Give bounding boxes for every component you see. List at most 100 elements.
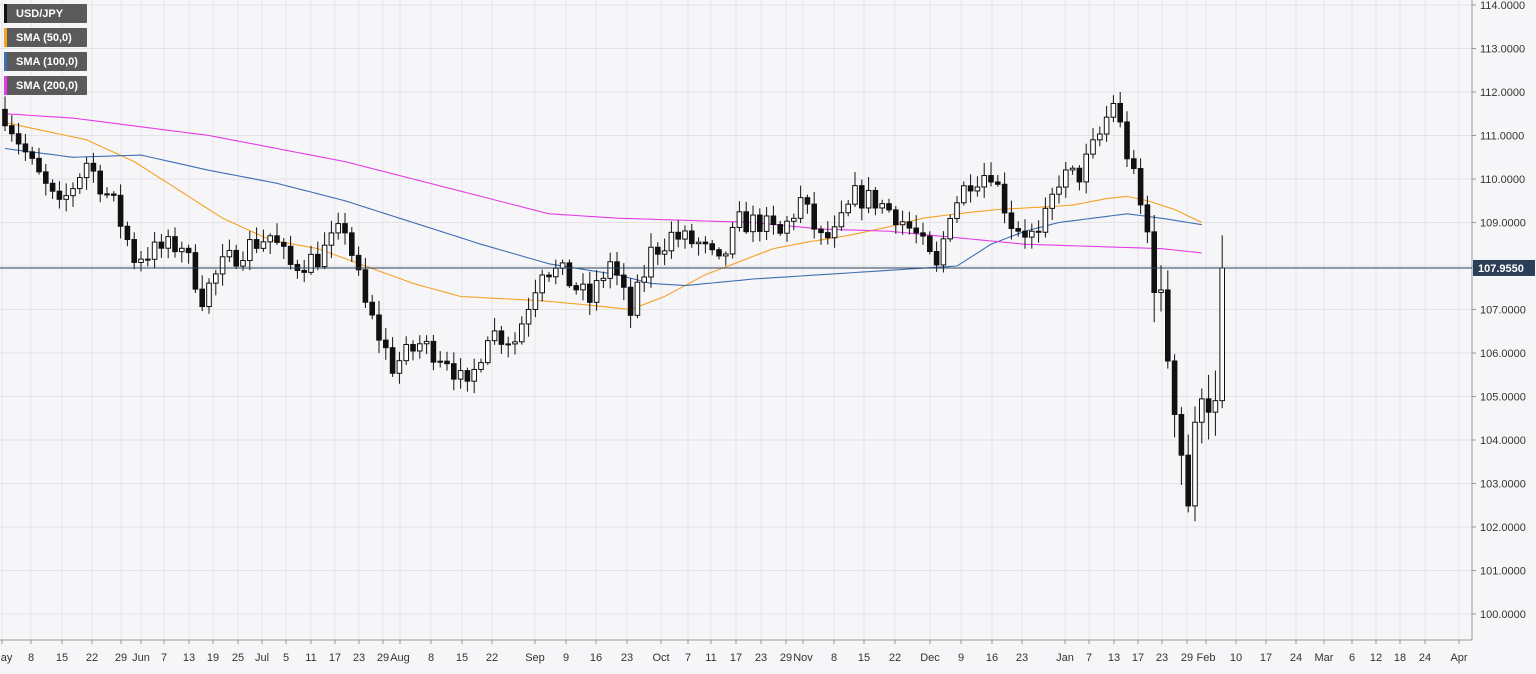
candle-up [641, 276, 648, 283]
candle-up [471, 368, 477, 382]
candle-up [600, 277, 607, 282]
candle-down [383, 339, 389, 349]
candle-up [219, 256, 226, 275]
candle-up [695, 241, 702, 245]
x-tick-label: 17 [329, 652, 341, 664]
x-tick-label: 29 [115, 652, 127, 664]
candle-down [906, 221, 913, 229]
x-tick-label: 10 [1230, 652, 1242, 664]
x-tick-label: 11 [705, 652, 716, 664]
candle-up [852, 185, 858, 205]
candle-down [573, 285, 580, 291]
candle-down [389, 347, 396, 374]
candle-up [682, 230, 688, 240]
candle-up [750, 214, 756, 233]
x-tick-label: 25 [232, 652, 244, 664]
legend-swatch-sma-100 [4, 52, 7, 71]
legend-item-usdjpy[interactable]: USD/JPY [4, 4, 87, 23]
candle-up [1103, 116, 1110, 135]
x-tick-label: 9 [563, 652, 569, 664]
y-tick-label: 103.0000 [1480, 479, 1526, 491]
candle-up [70, 188, 76, 197]
x-tick-label: Mar [1315, 652, 1334, 664]
candle-down [655, 246, 661, 255]
candle-up [729, 226, 736, 255]
candle-up [485, 340, 491, 364]
candle-up [83, 162, 90, 179]
x-tick-label: 22 [486, 652, 498, 664]
candle-down [1008, 212, 1015, 230]
legend-label-usdjpy: USD/JPY [16, 7, 64, 20]
candle-up [179, 247, 185, 253]
candle-down [1076, 167, 1083, 183]
candle-down [362, 269, 369, 303]
candle-up [648, 246, 654, 278]
candle-down [702, 241, 709, 245]
candle-down [804, 197, 811, 205]
candle-down [1001, 183, 1008, 214]
candle-down [233, 249, 239, 267]
legend-swatch-sma-50 [4, 28, 7, 47]
x-tick-label: Nov [793, 652, 813, 664]
candle-down [97, 170, 104, 195]
candle-down [369, 301, 375, 316]
candle-up [512, 341, 518, 345]
x-tick-label: 24 [1290, 652, 1302, 664]
candle-down [1185, 454, 1192, 507]
legend-item-sma-100[interactable]: SMA (100,0) [4, 52, 87, 71]
candle-up [865, 189, 872, 209]
candle-down [104, 193, 110, 196]
candle-down [716, 249, 722, 257]
candle-up [1069, 167, 1076, 171]
x-tick-label: 7 [1086, 652, 1092, 664]
x-tick-label: 17 [730, 652, 742, 664]
candle-down [36, 157, 42, 173]
candle-down [145, 258, 151, 261]
candle-up [457, 370, 464, 380]
candle-up [831, 226, 838, 239]
candle-down [1035, 230, 1042, 233]
candle-up [1097, 133, 1103, 141]
x-tick-label: 11 [305, 652, 316, 664]
candle-down [49, 182, 56, 192]
x-tick-label: Oct [652, 652, 669, 664]
candle-down [967, 185, 974, 192]
candle-down [315, 253, 321, 268]
x-tick-label: Jul [255, 652, 269, 664]
candle-up [491, 330, 498, 342]
candle-up [763, 215, 770, 232]
x-tick-label: 24 [1419, 652, 1431, 664]
x-tick-label: 8 [831, 652, 837, 664]
y-tick-label: 110.0000 [1480, 174, 1525, 186]
x-tick-label: 22 [889, 652, 901, 664]
sma-line-3 [4, 113, 1202, 254]
candle-down [886, 203, 892, 211]
legend-item-sma-50[interactable]: SMA (50,0) [4, 28, 87, 47]
legend-swatch-usdjpy [4, 4, 7, 23]
candle-down [743, 211, 750, 233]
legend-item-sma-200[interactable]: SMA (200,0) [4, 76, 87, 95]
candle-up [519, 323, 525, 343]
x-tick-label: Sep [525, 652, 545, 664]
candle-up [838, 212, 845, 228]
candle-down [675, 231, 682, 240]
candle-down [825, 232, 831, 239]
x-tick-label: 17 [1260, 652, 1272, 664]
candle-up [267, 235, 273, 243]
candle-up [247, 239, 253, 262]
candle-down [29, 151, 35, 159]
candle-down [777, 224, 784, 234]
x-tick-label: 16 [590, 652, 602, 664]
candle-down [2, 108, 8, 127]
candle-up [593, 280, 600, 303]
x-tick-label: 18 [1394, 652, 1406, 664]
candle-down [281, 241, 287, 247]
candle-up [954, 202, 960, 219]
x-tick-label: 7 [685, 652, 691, 664]
x-tick-label: 6 [1349, 652, 1355, 664]
x-tick-label: Jan [1056, 652, 1074, 664]
y-tick-label: 113.0000 [1480, 44, 1525, 56]
x-tick-label: Feb [1197, 652, 1216, 664]
candle-down [117, 194, 124, 227]
x-tick-label: 17 [1132, 652, 1144, 664]
